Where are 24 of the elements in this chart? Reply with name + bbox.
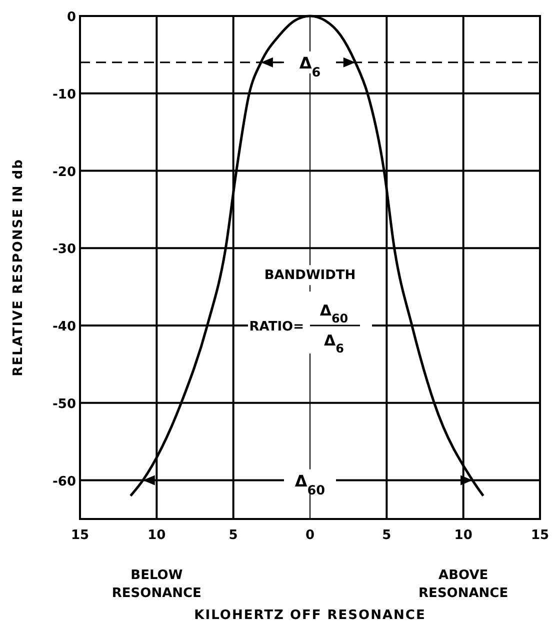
x-axis-title: KILOHERTZ OFF RESONANCE <box>194 608 426 623</box>
x-tick-label: 0 <box>305 528 315 543</box>
x-tick-label: 15 <box>70 528 90 543</box>
y-tick-label: -40 <box>52 320 76 335</box>
annotation: Δ$_{60}$ <box>320 302 348 326</box>
annotation: BANDWIDTH <box>264 268 356 284</box>
text: BELOW RESONANCE <box>112 568 202 601</box>
annotation: RATIO= <box>249 320 304 335</box>
x-tick-label: 5 <box>228 528 238 543</box>
y-tick-label: -50 <box>52 396 76 412</box>
y-tick-label: 0 <box>66 10 76 25</box>
y-tick-label: -10 <box>52 87 76 102</box>
y-axis-title: RELATIVE RESPONSE IN db <box>11 158 26 376</box>
y-tick-label: -20 <box>52 164 76 180</box>
x-tick-label: 10 <box>148 528 166 543</box>
y-tick-label: -60 <box>52 474 76 490</box>
x-tick-label: 15 <box>530 528 550 543</box>
annotation: Δ$_{6}$ <box>324 332 344 356</box>
x-tick-label: 5 <box>382 528 392 543</box>
y-tick-label: -30 <box>52 242 76 258</box>
annotation: Δ$_{60}$ <box>294 471 326 498</box>
text: ABOVE RESONANCE <box>418 568 508 601</box>
x-tick-label: 10 <box>454 528 472 543</box>
annotation: Δ$_{6}$ <box>299 53 321 80</box>
